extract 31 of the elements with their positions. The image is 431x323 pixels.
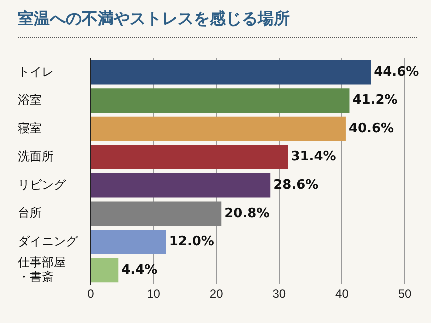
data-label: 31.4% <box>291 150 336 165</box>
y-tick-label: ダイニング <box>18 234 79 248</box>
data-label: 28.6% <box>274 178 319 194</box>
bar <box>92 60 372 85</box>
y-tick-label: 寝室 <box>18 121 42 136</box>
data-label: 44.6% <box>374 64 420 80</box>
data-label: 20.8% <box>224 206 270 222</box>
bar <box>92 230 166 254</box>
x-tick-label: 40 <box>336 287 350 302</box>
data-label: 40.6% <box>348 121 394 136</box>
x-tick-label: 0 <box>88 287 95 302</box>
y-tick-label: 浴室 <box>18 93 42 108</box>
bar <box>92 202 222 226</box>
data-label: 4.4% <box>122 262 158 278</box>
bar <box>92 258 119 283</box>
bar <box>92 173 271 198</box>
x-tick-label: 20 <box>210 287 224 302</box>
y-tick-label: リビング <box>18 178 67 192</box>
data-label: 12.0% <box>169 234 214 250</box>
y-tick-label: 台所 <box>18 206 42 220</box>
data-label: 41.2% <box>352 93 398 108</box>
x-tick-label: 10 <box>147 287 161 302</box>
bar <box>92 88 350 113</box>
y-tick-label: 仕事部屋・書斎 <box>17 256 66 284</box>
x-tick-label: 30 <box>272 287 286 302</box>
y-tick-label: 洗面所 <box>18 150 54 164</box>
bar <box>92 145 288 170</box>
y-tick-label: トイレ <box>18 64 54 79</box>
x-tick-label: 50 <box>398 287 412 302</box>
chart-title: 室温への不満やストレスを感じる場所 <box>18 9 290 30</box>
bar <box>92 116 346 142</box>
